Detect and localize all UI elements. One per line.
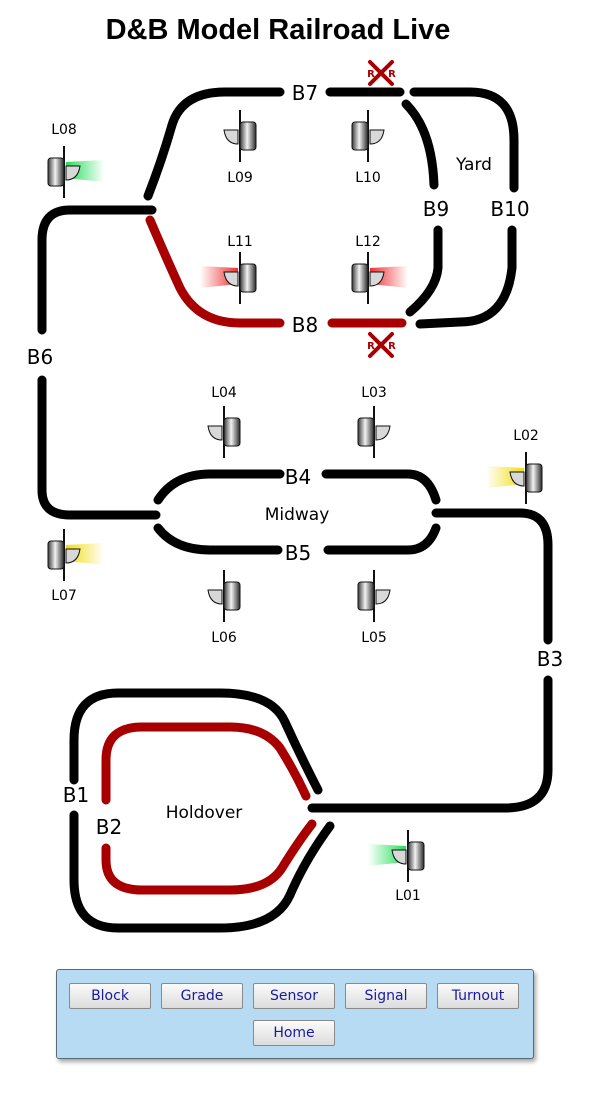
turnout-button[interactable]: Turnout xyxy=(437,983,519,1009)
signal-head xyxy=(357,581,375,611)
signal-label-l11: L11 xyxy=(227,234,253,250)
track-b6-to-b7[interactable] xyxy=(143,87,285,201)
signal-head xyxy=(223,581,241,611)
track-b7-to-b10[interactable] xyxy=(409,87,519,193)
signal-l03-icon[interactable] xyxy=(357,406,391,458)
signal-hood xyxy=(207,425,223,441)
block-label-b8[interactable]: B8 xyxy=(292,313,318,337)
signal-head xyxy=(351,121,369,151)
crossing-letter: R xyxy=(367,69,375,80)
signal-l10-icon[interactable] xyxy=(351,110,385,162)
crossing-letter: R xyxy=(388,341,396,352)
control-panel: Block Grade Sensor Signal Turnout Home xyxy=(56,969,534,1059)
signal-label-l10: L10 xyxy=(355,170,381,186)
signal-label-l05: L05 xyxy=(361,630,387,646)
signal-l11-icon[interactable] xyxy=(200,252,257,304)
signal-l02-icon[interactable] xyxy=(486,452,543,504)
track-b1-upper[interactable] xyxy=(69,688,323,795)
track-b1-lower[interactable] xyxy=(69,810,335,933)
signal-l08-icon[interactable] xyxy=(47,146,104,198)
track-b7-to-b9[interactable] xyxy=(401,99,439,190)
block-label-b5[interactable]: B5 xyxy=(285,541,311,565)
signal-label-l09: L09 xyxy=(227,170,253,186)
signal-head xyxy=(357,417,375,447)
signal-l12-icon[interactable] xyxy=(351,252,408,304)
track-b5-left[interactable] xyxy=(153,523,283,555)
signal-hood xyxy=(207,589,223,605)
signal-head xyxy=(239,263,257,293)
block-label-b6[interactable]: B6 xyxy=(27,345,53,369)
track-b6[interactable] xyxy=(37,205,161,520)
area-label-yard: Yard xyxy=(455,155,492,175)
area-label-holdover: Holdover xyxy=(166,803,243,823)
block-label-b1[interactable]: B1 xyxy=(63,783,89,807)
track-b4-left[interactable] xyxy=(153,469,285,505)
track-b2-upper[interactable] xyxy=(101,722,311,805)
signal-hood xyxy=(65,165,81,181)
block-label-b4[interactable]: B4 xyxy=(285,465,311,489)
crossing-letter: R xyxy=(388,69,396,80)
signal-hood xyxy=(65,548,81,564)
crossing-sign-icon: R R xyxy=(367,60,396,86)
signal-l05-icon[interactable] xyxy=(357,570,391,622)
signal-head xyxy=(47,540,65,570)
signal-hood xyxy=(375,589,391,605)
signal-hood xyxy=(223,129,239,145)
signal-hood xyxy=(391,849,407,865)
signal-l06-icon[interactable] xyxy=(207,570,241,622)
track-b2-lower[interactable] xyxy=(101,819,317,895)
signal-l01-icon[interactable] xyxy=(368,830,425,882)
block-label-b2[interactable]: B2 xyxy=(96,815,122,839)
sensor-button[interactable]: Sensor xyxy=(253,983,335,1009)
signal-label-l08: L08 xyxy=(51,122,77,138)
signal-l04-icon[interactable] xyxy=(207,406,241,458)
block-label-b7[interactable]: B7 xyxy=(292,81,318,105)
home-button[interactable]: Home xyxy=(253,1020,335,1046)
signal-hood xyxy=(223,271,239,287)
crossing-sign-icon: R R xyxy=(367,332,396,358)
track-b3[interactable] xyxy=(307,508,553,813)
block-label-b10[interactable]: B10 xyxy=(490,197,529,221)
track-b8-curve[interactable] xyxy=(145,215,285,328)
grade-button[interactable]: Grade xyxy=(161,983,243,1009)
block-button[interactable]: Block xyxy=(69,983,151,1009)
track-b4-right[interactable] xyxy=(321,469,441,505)
signal-l07-icon[interactable] xyxy=(47,529,104,581)
signal-label-l01: L01 xyxy=(395,888,421,904)
signal-label-l06: L06 xyxy=(211,630,237,646)
block-label-b3[interactable]: B3 xyxy=(537,647,563,671)
block-label-b9[interactable]: B9 xyxy=(423,197,449,221)
signal-head xyxy=(47,157,65,187)
signal-hood xyxy=(375,425,391,441)
signal-head xyxy=(525,463,543,493)
signal-label-l04: L04 xyxy=(211,385,237,401)
signal-head xyxy=(351,263,369,293)
area-label-midway: Midway xyxy=(265,505,330,525)
crossing-letter: R xyxy=(367,341,375,352)
signals-layer xyxy=(47,110,543,882)
signal-head xyxy=(223,417,241,447)
signal-label-l12: L12 xyxy=(355,234,381,250)
signal-label-l07: L07 xyxy=(51,588,77,604)
signal-hood xyxy=(369,271,385,287)
signal-hood xyxy=(509,471,525,487)
signal-label-l03: L03 xyxy=(361,385,387,401)
track-b10[interactable] xyxy=(415,225,517,329)
signal-head xyxy=(407,841,425,871)
signal-l09-icon[interactable] xyxy=(223,110,257,162)
signal-label-l02: L02 xyxy=(513,428,539,444)
signal-hood xyxy=(369,129,385,145)
signal-button[interactable]: Signal xyxy=(345,983,427,1009)
track-b9[interactable] xyxy=(405,225,443,317)
signal-head xyxy=(239,121,257,151)
track-b5-right[interactable] xyxy=(323,523,441,555)
page-title: D&B Model Railroad Live xyxy=(105,14,451,46)
